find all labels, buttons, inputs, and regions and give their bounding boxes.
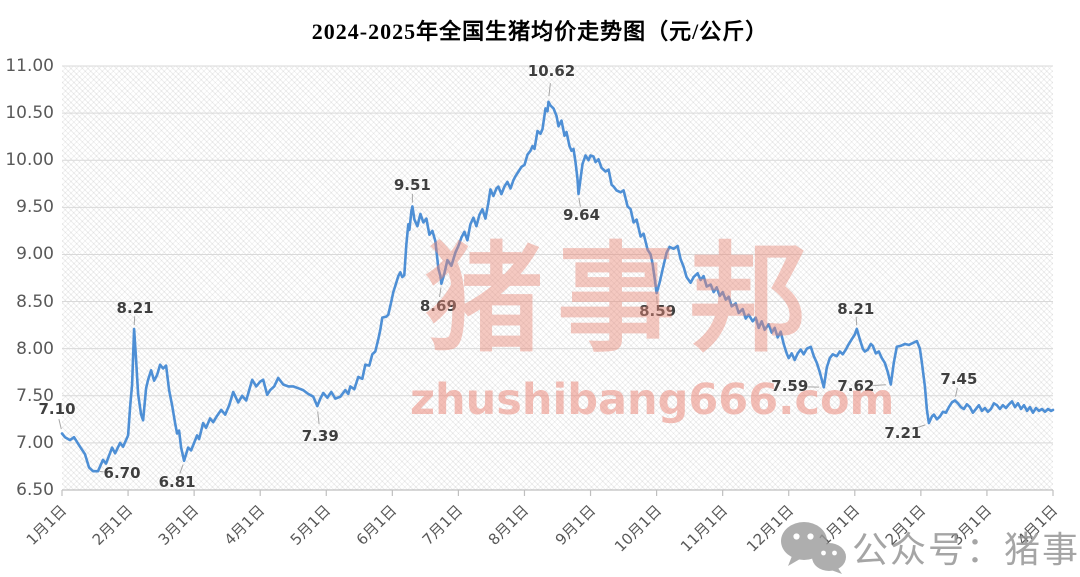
data-point-label: 7.62 <box>837 377 875 396</box>
y-tick-label: 7.50 <box>16 385 54 406</box>
price-line-series <box>60 100 1055 473</box>
data-point-label: 6.81 <box>158 472 196 491</box>
data-point-label: 8.21 <box>116 298 154 317</box>
data-label-leader-line <box>317 411 320 425</box>
data-point-label: 7.21 <box>884 424 922 443</box>
y-tick-label: 9.00 <box>16 244 54 265</box>
y-tick-label: 10.50 <box>5 103 54 124</box>
plot-area-hatch-background <box>62 66 1053 490</box>
data-point-label: 7.59 <box>771 377 809 396</box>
data-point-label: 8.69 <box>419 296 457 315</box>
data-point-label: 7.10 <box>38 400 76 419</box>
data-label-leader-line <box>578 197 581 207</box>
data-label-leader-line <box>179 464 184 474</box>
data-label-leader-line <box>912 424 926 430</box>
y-tick-label: 10.00 <box>5 150 54 171</box>
data-point-label: 9.51 <box>393 176 431 195</box>
data-point-label: 9.64 <box>563 206 601 225</box>
wechat-icon <box>781 522 846 574</box>
data-point-label: 6.70 <box>103 464 141 483</box>
y-tick-label: 9.50 <box>16 197 54 218</box>
data-label-leader-line <box>439 287 442 297</box>
data-point-label: 8.21 <box>837 299 875 318</box>
y-tick-label: 8.50 <box>16 291 54 312</box>
chart-title: 2024-2025年全国生猪均价走势图（元/公斤） <box>311 19 769 44</box>
bottom-watermark: 公众号：猪事邦 <box>778 520 1080 574</box>
data-label-leader-line <box>955 387 958 397</box>
data-label-leader-line <box>656 296 658 304</box>
data-label-leader-line <box>869 384 886 387</box>
bottom-watermark-text: 公众号：猪事邦 <box>852 530 1080 571</box>
y-tick-label: 8.00 <box>16 338 54 359</box>
data-point-label: 7.39 <box>301 427 339 446</box>
y-tick-label: 7.00 <box>16 432 54 453</box>
data-point-label: 7.45 <box>940 370 978 389</box>
y-tick-label: 11.00 <box>5 56 54 76</box>
y-tick-label: 6.50 <box>16 480 54 500</box>
data-label-leader-line <box>548 83 551 97</box>
data-label-leader-line <box>99 471 113 473</box>
data-label-leader-line <box>855 316 858 326</box>
data-label-leader-line <box>133 316 136 326</box>
data-point-label: 8.59 <box>639 302 677 321</box>
data-label-leader-line <box>58 418 62 430</box>
data-point-label: 10.62 <box>527 61 576 80</box>
